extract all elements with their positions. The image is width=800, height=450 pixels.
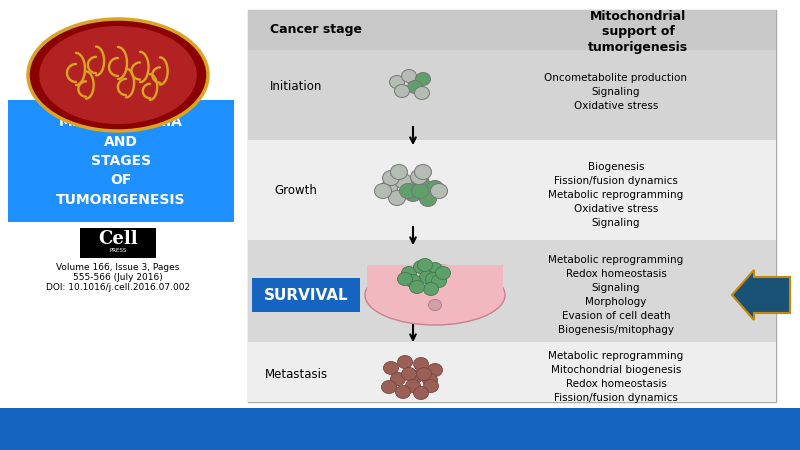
Ellipse shape bbox=[399, 184, 417, 198]
Ellipse shape bbox=[415, 72, 430, 86]
Ellipse shape bbox=[414, 357, 429, 370]
Text: Volume 166, Issue 3, Pages: Volume 166, Issue 3, Pages bbox=[56, 264, 180, 273]
Ellipse shape bbox=[398, 356, 413, 369]
Bar bbox=[252, 278, 360, 312]
FancyArrow shape bbox=[732, 270, 790, 320]
Ellipse shape bbox=[374, 184, 391, 198]
Bar bbox=[248, 140, 776, 240]
Ellipse shape bbox=[390, 165, 407, 180]
Ellipse shape bbox=[398, 273, 413, 285]
Ellipse shape bbox=[417, 368, 431, 381]
Ellipse shape bbox=[422, 374, 438, 387]
Ellipse shape bbox=[410, 280, 425, 293]
Text: Metastasis: Metastasis bbox=[265, 369, 327, 382]
Bar bbox=[0, 0, 242, 408]
Ellipse shape bbox=[414, 387, 429, 400]
Text: Cell: Cell bbox=[98, 230, 138, 248]
Ellipse shape bbox=[383, 361, 398, 374]
Ellipse shape bbox=[389, 190, 406, 206]
Bar bbox=[248, 10, 776, 140]
Bar bbox=[248, 342, 776, 402]
Ellipse shape bbox=[381, 180, 398, 195]
Ellipse shape bbox=[429, 300, 442, 310]
Bar bbox=[248, 10, 776, 50]
Ellipse shape bbox=[382, 381, 397, 393]
Text: SURVIVAL: SURVIVAL bbox=[264, 288, 348, 302]
Ellipse shape bbox=[365, 265, 505, 325]
Bar bbox=[248, 240, 776, 342]
Text: Metabolic reprogramming
Redox homeostasis
Signaling
Morphology
Evasion of cell d: Metabolic reprogramming Redox homeostasi… bbox=[548, 255, 684, 335]
Ellipse shape bbox=[427, 262, 442, 275]
Text: Biogenesis
Fission/fusion dynamics
Metabolic reprogramming
Oxidative stress
Sign: Biogenesis Fission/fusion dynamics Metab… bbox=[548, 162, 684, 228]
Bar bbox=[367, 265, 503, 295]
Ellipse shape bbox=[394, 85, 410, 98]
Bar bbox=[80, 228, 156, 258]
Ellipse shape bbox=[406, 379, 421, 392]
Text: Mitochondrial
support of
tumorigenesis: Mitochondrial support of tumorigenesis bbox=[588, 9, 688, 54]
Text: PRESS: PRESS bbox=[110, 248, 126, 253]
Ellipse shape bbox=[390, 373, 406, 386]
Ellipse shape bbox=[411, 184, 429, 198]
Ellipse shape bbox=[414, 261, 429, 274]
Ellipse shape bbox=[435, 266, 450, 279]
Text: DOI: 10.1016/j.cell.2016.07.002: DOI: 10.1016/j.cell.2016.07.002 bbox=[46, 284, 190, 292]
Ellipse shape bbox=[414, 86, 430, 99]
Ellipse shape bbox=[419, 192, 437, 207]
Ellipse shape bbox=[410, 170, 427, 184]
Ellipse shape bbox=[426, 273, 441, 285]
Ellipse shape bbox=[402, 368, 417, 381]
Ellipse shape bbox=[431, 274, 446, 288]
Text: MITOCHONDRIA
AND
STAGES
OF
TUMORIGENESIS: MITOCHONDRIA AND STAGES OF TUMORIGENESIS bbox=[56, 115, 186, 207]
Bar bbox=[8, 100, 234, 222]
Ellipse shape bbox=[394, 174, 411, 189]
Ellipse shape bbox=[28, 19, 208, 131]
Ellipse shape bbox=[413, 176, 430, 190]
Text: Initiation: Initiation bbox=[270, 81, 322, 94]
Text: 555-566 (July 2016): 555-566 (July 2016) bbox=[73, 274, 163, 283]
Ellipse shape bbox=[382, 171, 399, 185]
Ellipse shape bbox=[414, 165, 431, 180]
Ellipse shape bbox=[426, 180, 443, 195]
Ellipse shape bbox=[407, 370, 422, 383]
Ellipse shape bbox=[395, 386, 410, 399]
Ellipse shape bbox=[418, 258, 433, 271]
Ellipse shape bbox=[407, 81, 422, 94]
Bar bbox=[0, 408, 800, 450]
Ellipse shape bbox=[430, 184, 447, 198]
Ellipse shape bbox=[390, 76, 405, 89]
Text: Metabolic reprogramming
Mitochondrial biogenesis
Redox homeostasis
Fission/fusio: Metabolic reprogramming Mitochondrial bi… bbox=[548, 351, 684, 403]
Ellipse shape bbox=[39, 26, 197, 124]
Bar bbox=[248, 10, 776, 402]
Ellipse shape bbox=[419, 270, 434, 284]
Text: Growth: Growth bbox=[274, 184, 318, 197]
Ellipse shape bbox=[402, 266, 417, 279]
Ellipse shape bbox=[405, 186, 422, 202]
Ellipse shape bbox=[423, 283, 438, 296]
Ellipse shape bbox=[423, 379, 438, 392]
Ellipse shape bbox=[402, 69, 417, 82]
Ellipse shape bbox=[427, 364, 442, 377]
Ellipse shape bbox=[406, 274, 421, 288]
Text: Oncometabolite production
Signaling
Oxidative stress: Oncometabolite production Signaling Oxid… bbox=[545, 73, 687, 111]
Text: Cancer stage: Cancer stage bbox=[270, 22, 362, 36]
